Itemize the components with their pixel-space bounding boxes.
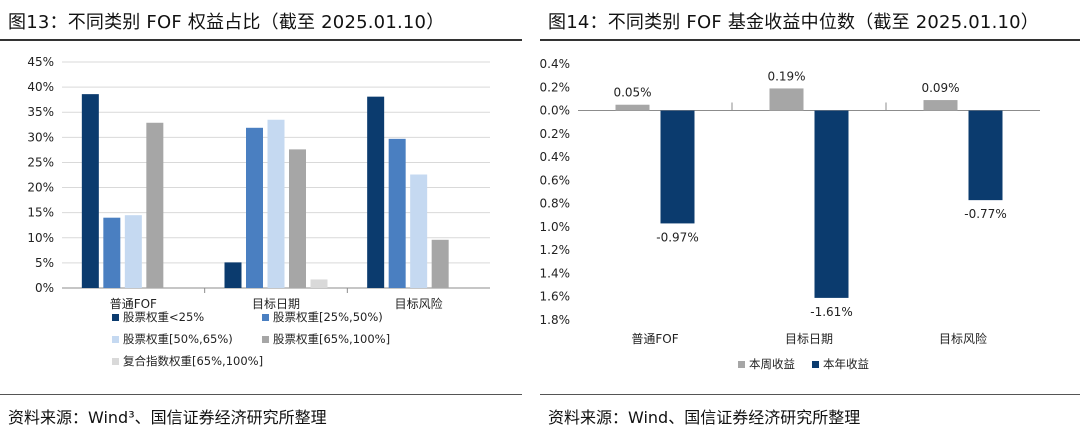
x-category-label: 目标日期 <box>785 332 833 346</box>
y-tick-label: 0.4% <box>540 150 570 164</box>
legend-swatch <box>738 361 745 368</box>
y-tick-label: 40% <box>27 80 54 94</box>
data-label: 0.09% <box>921 81 959 95</box>
bar <box>81 94 99 288</box>
y-tick-label: 35% <box>27 105 54 119</box>
left-chart-title: 图13：不同类别 FOF 权益占比（截至 2025.01.10） <box>8 12 445 33</box>
bar <box>660 110 695 224</box>
y-tick-label: 25% <box>27 155 54 169</box>
bar <box>267 119 285 288</box>
bar <box>289 149 306 288</box>
y-tick-label: 1.6% <box>540 290 570 304</box>
right-source: 资料来源：Wind、国信证券经济研究所整理 <box>548 408 861 427</box>
y-tick-label: 0.2% <box>540 127 570 141</box>
y-tick-label: 1.8% <box>540 313 570 327</box>
data-label: 0.05% <box>613 86 651 100</box>
data-label: -0.77% <box>964 207 1006 221</box>
x-category-label: 普通FOF <box>110 297 157 311</box>
y-tick-label: 5% <box>35 256 54 270</box>
left-source-rule <box>0 394 522 395</box>
legend-swatch <box>112 314 119 321</box>
left-chart: 0% 5% 10% 15% 20% 25% 30% 35% 40% 45% 普通FOF 目标日期 目标风… <box>27 55 490 368</box>
bar <box>146 122 164 288</box>
right-source-rule <box>540 394 1080 395</box>
bar <box>410 174 428 288</box>
bar <box>615 104 650 111</box>
bar <box>310 279 328 288</box>
bar <box>124 215 142 288</box>
y-tick-label: 45% <box>27 55 54 69</box>
y-tick-label: 20% <box>27 181 54 195</box>
y-tick-label: 10% <box>27 231 54 245</box>
data-label: 0.19% <box>767 69 805 83</box>
y-tick-label: 0.8% <box>540 197 570 211</box>
y-tick-label: 0% <box>35 281 54 295</box>
left-panel: 图13：不同类别 FOF 权益占比（截至 2025.01.10） 0% 5% 10%… <box>0 0 522 439</box>
y-tick-label: 0.4% <box>540 57 570 71</box>
legend-label: 本年收益 <box>823 357 869 371</box>
y-tick-label: 1.0% <box>540 220 570 234</box>
x-category-label: 目标风险 <box>939 331 987 346</box>
legend-label: 股票权重[25%,50%) <box>273 310 383 324</box>
bar <box>769 88 804 111</box>
left-source: 资料来源：Wind³、国信证券经济研究所整理 <box>8 408 327 427</box>
legend-label: 股票权重[65%,100%] <box>273 332 390 346</box>
bar <box>431 239 449 288</box>
legend-swatch <box>112 358 119 365</box>
y-tick-label: 0.2% <box>540 80 570 94</box>
bar <box>367 96 385 288</box>
bar <box>224 262 242 288</box>
legend-swatch <box>812 361 819 368</box>
x-category-label: 普通FOF <box>631 332 678 346</box>
bar <box>923 100 958 111</box>
bar <box>103 217 121 288</box>
x-category-label: 目标日期 <box>252 297 300 311</box>
right-chart: 0.4% 0.2% 0.0% 0.2% 0.4% 0.6% 0.8% 1.0% 1.2% 1.4%… <box>540 57 1040 371</box>
bar <box>814 110 849 298</box>
legend-swatch <box>112 336 119 343</box>
x-category-label: 目标风险 <box>395 296 443 311</box>
legend-swatch <box>262 314 269 321</box>
legend-label: 股票权重[50%,65%) <box>123 332 233 346</box>
y-tick-label: 0.0% <box>540 104 570 118</box>
y-tick-label: 30% <box>27 130 54 144</box>
right-chart-title: 图14：不同类别 FOF 基金收益中位数（截至 2025.01.10） <box>548 12 1040 33</box>
y-tick-label: 15% <box>27 206 54 220</box>
bar <box>388 138 406 288</box>
left-title-rule <box>0 39 522 41</box>
y-tick-label: 0.6% <box>540 173 570 187</box>
y-tick-label: 1.2% <box>540 243 570 257</box>
bar <box>246 127 263 289</box>
legend-label: 本周收益 <box>749 357 795 371</box>
right-panel: 图14：不同类别 FOF 基金收益中位数（截至 2025.01.10） 0.4%… <box>540 0 1080 439</box>
legend-label: 复合指数权重[65%,100%] <box>123 354 263 368</box>
right-title-rule <box>540 39 1080 41</box>
legend-swatch <box>262 336 269 343</box>
data-label: -1.61% <box>810 305 852 319</box>
y-tick-label: 1.4% <box>540 266 570 280</box>
bar <box>968 110 1003 201</box>
legend-label: 股票权重<25% <box>123 310 204 324</box>
data-label: -0.97% <box>656 230 698 244</box>
